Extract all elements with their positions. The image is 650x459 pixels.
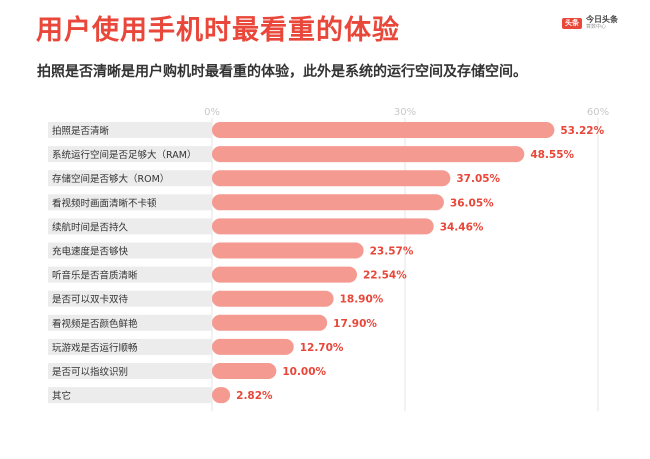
value-label: 34.46% xyxy=(440,221,484,233)
category-label-band xyxy=(48,194,212,211)
bar xyxy=(212,194,444,211)
brand-logo: 头条 今日头条 算数中心 xyxy=(562,15,618,30)
category-label-band xyxy=(48,218,212,235)
category-label-band xyxy=(48,387,212,404)
category-label-band xyxy=(48,242,212,259)
bar xyxy=(212,290,334,307)
category-label: 续航时间是否持久 xyxy=(52,221,129,233)
category-label-band xyxy=(48,266,212,283)
value-label: 10.00% xyxy=(282,366,326,378)
category-label: 听音乐是否音质清晰 xyxy=(52,270,138,282)
value-label: 37.05% xyxy=(456,173,500,185)
value-label: 17.90% xyxy=(333,318,377,330)
category-label: 拍照是否清晰 xyxy=(52,125,110,137)
bar xyxy=(212,122,555,138)
category-label-band xyxy=(48,363,212,379)
x-tick-label: 60% xyxy=(587,107,609,118)
value-label: 48.55% xyxy=(530,149,574,161)
category-label: 玩游戏是否运行顺畅 xyxy=(52,342,138,354)
value-label: 2.82% xyxy=(236,390,273,402)
logo-sub: 算数中心 xyxy=(586,23,607,30)
x-tick-label: 0% xyxy=(204,107,220,118)
bar xyxy=(212,170,451,187)
bar xyxy=(212,266,358,283)
category-label-band xyxy=(48,338,212,355)
category-label: 看视频是否颜色鲜艳 xyxy=(52,318,138,330)
logo-name: 今日头条 xyxy=(586,15,618,24)
value-label: 18.90% xyxy=(340,294,384,306)
page-title: 用户使用手机时最看重的体验 xyxy=(36,15,400,46)
category-label-band xyxy=(48,314,212,331)
category-label-band xyxy=(48,290,212,307)
logo-badge: 头条 xyxy=(562,17,582,29)
category-label: 充电速度是否够快 xyxy=(52,246,129,258)
bar xyxy=(212,338,294,355)
value-label: 22.54% xyxy=(363,270,407,282)
value-label: 23.57% xyxy=(370,246,414,258)
category-label: 是否可以双卡双待 xyxy=(52,294,129,306)
x-tick-label: 30% xyxy=(394,107,416,118)
value-label: 36.05% xyxy=(450,197,494,209)
bar xyxy=(212,242,364,259)
category-label: 是否可以指纹识别 xyxy=(52,366,128,378)
value-label: 53.22% xyxy=(560,125,604,137)
bar xyxy=(212,146,525,163)
category-label: 其它 xyxy=(52,390,71,402)
logo-text: 今日头条 算数中心 xyxy=(586,15,618,30)
category-label: 存储空间是否够大（ROM） xyxy=(52,173,169,185)
category-label-band xyxy=(48,122,212,138)
category-label: 看视频时画面清晰不卡顿 xyxy=(52,197,157,209)
page-subtitle: 拍照是否清晰是用户购机时最看重的体验，此外是系统的运行空间及存储空间。 xyxy=(37,64,527,80)
bar xyxy=(212,387,231,404)
category-label-band xyxy=(48,170,212,187)
category-label: 系统运行空间是否足够大（RAM） xyxy=(52,149,196,161)
bar xyxy=(212,363,277,379)
value-label: 12.70% xyxy=(300,342,344,354)
category-label-band xyxy=(48,146,212,163)
bar xyxy=(212,218,434,235)
bar xyxy=(212,314,328,331)
